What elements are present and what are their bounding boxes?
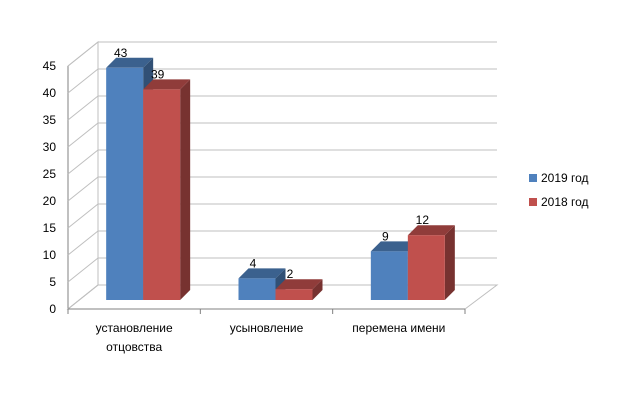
bar-top	[275, 279, 323, 290]
gridline	[67, 41, 497, 67]
bar-front	[407, 235, 445, 300]
y-tick-label: 25	[43, 167, 57, 181]
data-label: 43	[114, 46, 128, 60]
data-labels: 43 39 4 2 9 12	[114, 46, 429, 281]
data-label: 9	[382, 229, 389, 243]
bar-top	[407, 225, 455, 236]
bar-front	[238, 278, 276, 300]
y-tick-label: 35	[43, 113, 57, 127]
x-tick-label: усыновление	[230, 321, 304, 335]
data-label: 2	[287, 267, 294, 281]
bar-front	[143, 89, 181, 301]
legend-swatch	[529, 174, 537, 182]
y-tick-label: 40	[43, 86, 57, 100]
y-tick-label: 5	[49, 275, 56, 289]
x-axis-ticks: установление отцовства усыновление перемена…	[96, 321, 446, 354]
bar-top	[143, 79, 191, 90]
bar	[407, 225, 455, 300]
y-tick-label: 45	[43, 59, 57, 73]
y-tick-label: 10	[43, 248, 57, 262]
bar-front	[275, 289, 313, 300]
x-tick-label: перемена имени	[352, 321, 445, 335]
bar-top	[106, 57, 154, 68]
bar-top	[238, 268, 286, 279]
y-tick-label: 0	[49, 302, 56, 316]
legend-swatch	[529, 198, 537, 206]
y-tick-label: 30	[43, 140, 57, 154]
y-tick-label: 15	[43, 221, 57, 235]
bar-side	[312, 279, 323, 300]
y-axis-ticks: 0 5 10 15 20 25 30 35 40 45	[43, 59, 57, 316]
chart-floor	[66, 284, 499, 314]
gridline	[67, 203, 497, 229]
gridline	[67, 95, 497, 121]
bar-front	[106, 67, 144, 300]
legend-item: 2019 год	[529, 171, 589, 185]
x-tick-label: установление	[96, 321, 173, 335]
bar-top	[370, 241, 418, 252]
bar	[143, 79, 191, 301]
legend: 2019 год 2018 год	[529, 171, 589, 209]
bar-side	[180, 79, 191, 301]
data-label: 39	[151, 67, 165, 81]
gridline	[67, 122, 497, 148]
gridline	[67, 257, 497, 283]
legend-label: 2019 год	[541, 171, 589, 185]
legend-item: 2018 год	[529, 195, 589, 209]
side-wall	[67, 40, 99, 311]
bar	[275, 279, 323, 300]
gridline	[67, 176, 497, 202]
chart-walls	[67, 40, 99, 311]
x-tick-label: отцовства	[106, 340, 162, 354]
gridline	[67, 149, 497, 175]
bars	[106, 57, 455, 301]
data-label: 12	[416, 213, 430, 227]
gridline	[67, 68, 497, 94]
bar-side	[444, 225, 455, 300]
y-tick-label: 20	[43, 194, 57, 208]
gridline	[67, 230, 497, 256]
data-label: 4	[250, 256, 257, 270]
bar-front	[370, 251, 408, 300]
legend-label: 2018 год	[541, 195, 589, 209]
